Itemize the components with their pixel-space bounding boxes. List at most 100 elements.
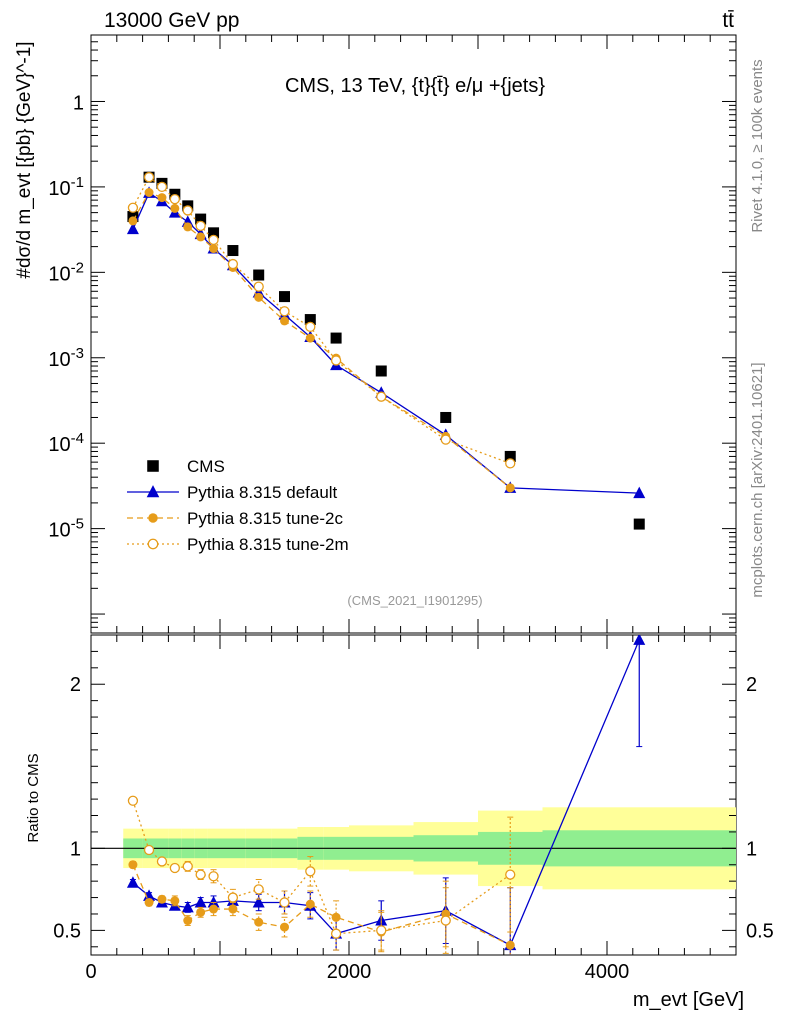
top-line-pythia-8-315-default (132, 191, 640, 494)
ratio-point-pythia-8-315-tune-2m (195, 869, 206, 880)
top-point-pythia-8-315-tune-2m (376, 391, 387, 402)
legend-label-cms: CMS (187, 457, 225, 476)
ratio-y-tick-label: 0.5 (746, 920, 774, 942)
top-point-pythia-8-315-tune-2m (330, 355, 342, 366)
top-point-pythia-8-315-tune-2c (183, 222, 193, 232)
ratio-panel-frame (90, 634, 737, 956)
legend-marker-pythia-8-315-tune-2c (148, 513, 158, 523)
top-point-pythia-8-315-tune-2m (440, 434, 451, 445)
x-tick-label: 0 (85, 961, 96, 983)
x-axis-label: m_evt [GeV] (633, 989, 744, 1011)
top-point-pythia-8-315-tune-2c (254, 292, 264, 302)
top-point-pythia-8-315-tune-2c (280, 316, 289, 326)
top-point-pythia-8-315-default (633, 486, 646, 499)
ratio-point-pythia-8-315-tune-2c (254, 917, 264, 927)
top-y-tick-label: 10-3 (48, 345, 84, 371)
top-point-pythia-8-315-tune-2m (208, 234, 219, 246)
ratio-y-tick-label: 2 (70, 674, 81, 696)
top-point-cms (208, 227, 220, 239)
energy-label: 13000 GeV pp (104, 9, 239, 32)
legend: CMS Pythia 8.315 default Pythia 8.315 tune… (127, 457, 349, 554)
ratio-y-tick-label: 1 (746, 838, 757, 860)
top-point-cms (304, 314, 316, 326)
ratio-point-pythia-8-315-tune-2c (505, 940, 515, 950)
ratio-point-pythia-8-315-default (143, 889, 156, 901)
ratio-point-pythia-8-315-tune-2c (209, 904, 219, 914)
ratio-point-pythia-8-315-default (252, 895, 265, 908)
ratio-point-pythia-8-315-tune-2m (440, 915, 451, 926)
top-y-axis-label: #dσ/d m_evt [{pb} {GeV}^-1] (14, 41, 35, 278)
ratio-point-pythia-8-315-tune-2m (279, 897, 290, 908)
ratio-point-pythia-8-315-tune-2c (280, 922, 289, 932)
ratio-point-pythia-8-315-default (207, 895, 220, 908)
legend-label-pythia-8-315-tune-2m: Pythia 8.315 tune-2m (187, 535, 349, 554)
ratio-point-pythia-8-315-tune-2c (228, 904, 238, 914)
top-point-cms (227, 245, 239, 257)
top-point-pythia-8-315-tune-2m (182, 205, 193, 216)
top-point-pythia-8-315-tune-2m (279, 306, 290, 317)
rivet-label: Rivet 4.1.0, ≥ 100k events (749, 59, 766, 232)
ratio-point-pythia-8-315-default (633, 635, 646, 645)
top-point-pythia-8-315-tune-2c (157, 193, 167, 203)
ratio-point-pythia-8-315-tune-2c (196, 907, 206, 917)
ratio-y-tick-label: 2 (746, 674, 757, 696)
ratio-point-pythia-8-315-tune-2m (127, 795, 139, 806)
ratio-point-pythia-8-315-tune-2m (182, 861, 193, 872)
ratio-point-pythia-8-315-tune-2c (144, 897, 154, 907)
ratio-point-pythia-8-315-tune-2m (143, 844, 155, 856)
legend-label-pythia-8-315-default: Pythia 8.315 default (187, 483, 338, 502)
process-label: tt̄ (722, 9, 734, 32)
legend-label-pythia-8-315-tune-2c: Pythia 8.315 tune-2c (187, 509, 343, 528)
ratio-point-pythia-8-315-tune-2c (157, 894, 167, 904)
top-point-pythia-8-315-tune-2c (196, 232, 206, 242)
ratio-point-pythia-8-315-tune-2c (128, 860, 138, 870)
ratio-point-pythia-8-315-tune-2m (227, 892, 239, 903)
top-point-pythia-8-315-tune-2m (227, 258, 239, 270)
analysis-id: (CMS_2021_I1901295) (347, 593, 482, 608)
x-tick-label: 4000 (585, 961, 630, 983)
legend-marker-pythia-8-315-default (146, 485, 160, 498)
top-point-cms (375, 365, 387, 377)
ratio-point-pythia-8-315-tune-2m (156, 856, 168, 867)
ratio-line-pythia-8-315-default (132, 639, 640, 947)
ratio-point-pythia-8-315-tune-2c (183, 916, 193, 926)
top-y-tick-label: 10-2 (48, 259, 84, 285)
ratio-point-pythia-8-315-tune-2c (170, 896, 180, 906)
top-point-pythia-8-315-tune-2m (195, 220, 206, 232)
ratio-point-pythia-8-315-tune-2m (253, 884, 264, 895)
top-point-pythia-8-315-tune-2c (128, 216, 138, 226)
top-point-pythia-8-315-default (126, 222, 139, 235)
ratio-point-pythia-8-315-tune-2c (305, 899, 315, 909)
x-tick-label: 2000 (327, 961, 372, 983)
ratio-point-pythia-8-315-tune-2m (208, 871, 219, 882)
ratio-point-pythia-8-315-tune-2m (330, 928, 342, 939)
top-point-cms (504, 450, 516, 462)
legend-marker-pythia-8-315-tune-2m (147, 538, 159, 550)
top-y-tick-label: 10-1 (48, 174, 84, 200)
top-y-tick-label: 10-5 (48, 516, 84, 542)
top-point-pythia-8-315-tune-2m (253, 281, 264, 292)
mcplots-label: mcplots.cern.ch [arXiv:2401.10621] (749, 362, 766, 597)
chart-title: CMS, 13 TeV, {t}{t̄} e/μ +{jets} (285, 75, 545, 97)
top-point-pythia-8-315-tune-2c (144, 188, 154, 198)
top-point-cms (253, 269, 265, 281)
top-point-pythia-8-315-tune-2m (127, 202, 139, 213)
ratio-point-pythia-8-315-tune-2m (169, 862, 181, 874)
ratio-point-pythia-8-315-default (126, 876, 139, 888)
top-line-pythia-8-315-tune-2c (132, 191, 511, 489)
ratio-point-pythia-8-315-default (181, 900, 194, 913)
top-series-group (126, 171, 646, 530)
top-point-pythia-8-315-tune-2m (156, 181, 168, 193)
ratio-point-pythia-8-315-tune-2m (505, 869, 516, 880)
top-point-pythia-8-315-tune-2c (505, 483, 515, 493)
top-y-tick-label: 10-4 (48, 430, 84, 456)
top-point-pythia-8-315-tune-2m (505, 458, 516, 469)
top-point-pythia-8-315-tune-2c (305, 333, 315, 343)
top-point-pythia-8-315-tune-2m (169, 193, 181, 205)
top-point-pythia-8-315-tune-2c (170, 203, 180, 213)
ratio-point-pythia-8-315-default (194, 895, 207, 908)
top-point-cms (330, 332, 342, 344)
ratio-point-pythia-8-315-tune-2m (376, 925, 387, 936)
